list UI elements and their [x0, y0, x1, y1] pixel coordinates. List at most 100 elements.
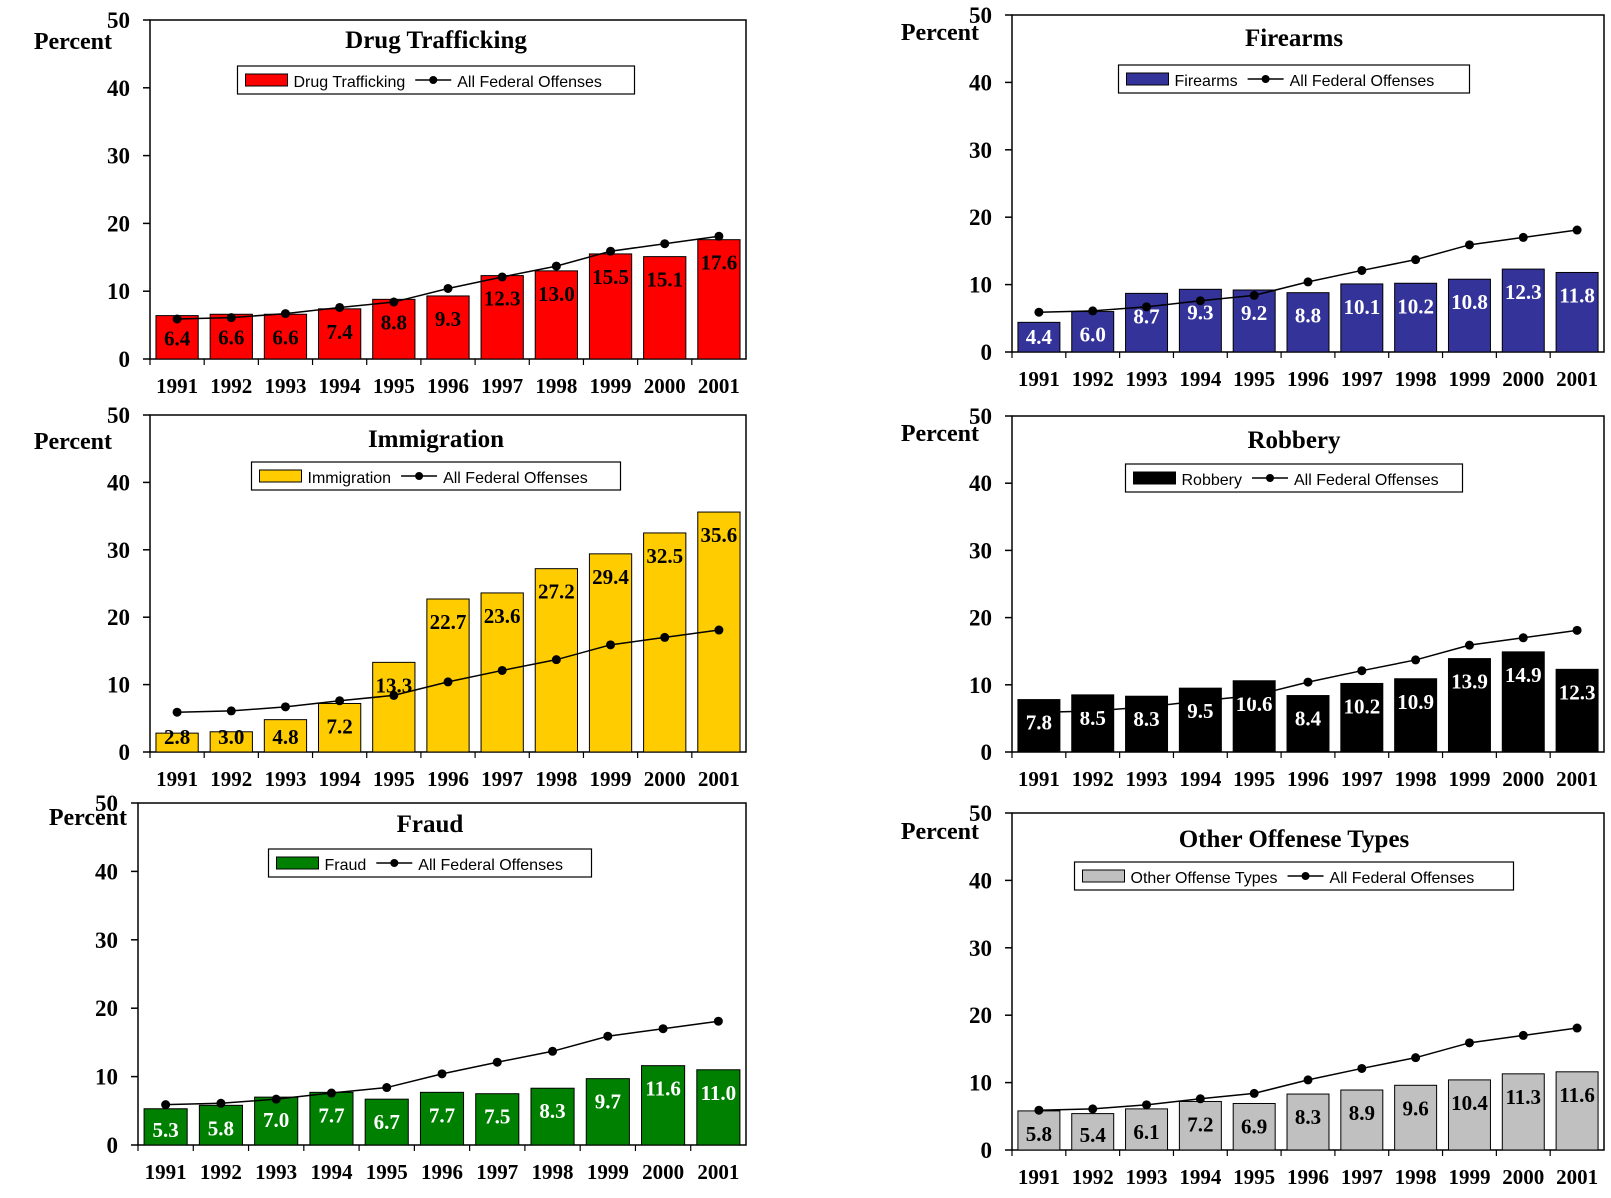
bar	[1447, 658, 1491, 753]
line-point	[1195, 296, 1205, 306]
bar-value-label: 7.2	[1187, 1112, 1213, 1136]
bar	[318, 308, 362, 360]
bar-value-label: 6.7	[374, 1110, 400, 1134]
line-point	[335, 696, 345, 706]
bar-value-label: 11.3	[1505, 1085, 1541, 1109]
x-tick-label: 1995	[373, 767, 415, 791]
x-tick-label: 1992	[210, 374, 252, 398]
line-point	[551, 261, 561, 271]
bar-value-label: 6.6	[272, 325, 298, 349]
legend-swatch-point	[1301, 872, 1310, 880]
legend-label-line: All Federal Offenses	[1294, 472, 1439, 489]
y-tick-label: 30	[969, 936, 992, 961]
bar	[1501, 1073, 1545, 1151]
y-tick-label: 50	[107, 8, 130, 33]
bar	[534, 270, 578, 360]
bar-value-label: 11.0	[701, 1081, 737, 1105]
y-tick-label: 0	[981, 740, 993, 765]
bar	[1286, 292, 1330, 353]
chart-title: Immigration	[368, 426, 504, 453]
y-tick-label: 0	[981, 1138, 993, 1163]
bar	[1071, 1113, 1115, 1151]
line-point	[603, 1031, 613, 1041]
line-point	[389, 690, 399, 700]
line-point	[1518, 633, 1528, 643]
bar-value-label: 13.9	[1451, 670, 1488, 694]
y-tick-label: 30	[969, 138, 992, 163]
y-tick-label: 50	[969, 3, 992, 28]
bar-value-label: 12.3	[484, 287, 521, 311]
bar-value-label: 35.6	[701, 523, 738, 547]
line-point	[1034, 1105, 1044, 1115]
bar	[309, 1091, 354, 1146]
line-point	[1411, 1053, 1421, 1063]
x-tick-label: 1998	[1395, 767, 1437, 791]
bar	[643, 532, 687, 753]
bar	[697, 239, 741, 360]
y-tick-label: 10	[107, 279, 130, 304]
y-tick-label: 0	[119, 347, 131, 372]
bar-value-label: 5.3	[153, 1118, 179, 1142]
y-tick-label: 10	[969, 1071, 992, 1096]
line-point	[1249, 691, 1259, 701]
x-tick-label: 2000	[1502, 1165, 1544, 1189]
bar	[1125, 1108, 1169, 1151]
y-axis-label: Percent	[34, 429, 112, 455]
x-tick-label: 1993	[1126, 1165, 1168, 1189]
bar-value-label: 7.0	[263, 1108, 289, 1132]
bar	[1232, 289, 1276, 353]
y-tick-label: 40	[95, 859, 118, 884]
line-point	[172, 314, 182, 324]
y-tick-label: 20	[107, 605, 130, 630]
bar	[419, 1091, 465, 1146]
chart-panel: 01020304050Percent4.419916.019928.719939…	[901, 3, 1605, 391]
y-tick-label: 30	[107, 538, 130, 563]
chart-title: Drug Trafficking	[345, 27, 527, 54]
line-point	[1572, 225, 1582, 235]
x-tick-label: 1999	[1448, 767, 1490, 791]
line-point	[1303, 1075, 1313, 1085]
bar	[1017, 321, 1061, 353]
x-tick-label: 1992	[210, 767, 252, 791]
y-tick-label: 10	[107, 673, 130, 698]
bar	[1447, 278, 1491, 353]
bar-value-label: 9.2	[1241, 301, 1267, 325]
bar-value-label: 9.3	[435, 307, 461, 331]
legend-swatch-bars	[259, 469, 302, 483]
y-tick-label: 10	[95, 1065, 118, 1090]
bar-value-label: 5.8	[208, 1116, 234, 1140]
x-tick-label: 1996	[427, 374, 469, 398]
bar	[1394, 282, 1438, 353]
legend	[267, 848, 593, 878]
legend-swatch-point	[1265, 474, 1274, 482]
x-tick-label: 2001	[1556, 1165, 1598, 1189]
line-point	[606, 640, 616, 650]
bar	[426, 295, 470, 360]
x-tick-label: 1993	[255, 1160, 297, 1184]
x-tick-label: 1994	[1179, 767, 1222, 791]
line-point	[1088, 706, 1098, 716]
bar	[585, 1078, 630, 1146]
bar-value-label: 10.2	[1343, 694, 1380, 718]
legend-swatch-bars	[1082, 869, 1125, 883]
x-tick-label: 1994	[310, 1160, 353, 1184]
x-tick-label: 1999	[1448, 367, 1490, 391]
chart-panel: 01020304050Percent7.819918.519928.319939…	[901, 404, 1605, 791]
x-tick-label: 1994	[1179, 367, 1222, 391]
y-axis-label: Percent	[901, 819, 979, 845]
bar-value-label: 11.6	[1559, 1083, 1595, 1107]
bar-value-label: 15.5	[592, 265, 629, 289]
x-tick-label: 1994	[319, 374, 362, 398]
bar	[143, 1108, 188, 1146]
bar-value-label: 22.7	[430, 610, 467, 634]
x-tick-label: 1998	[532, 1160, 574, 1184]
line-point	[606, 246, 616, 256]
x-tick-label: 1996	[421, 1160, 463, 1184]
line-point	[1572, 1023, 1582, 1033]
y-tick-label: 20	[969, 205, 992, 230]
x-tick-label: 1998	[535, 767, 577, 791]
